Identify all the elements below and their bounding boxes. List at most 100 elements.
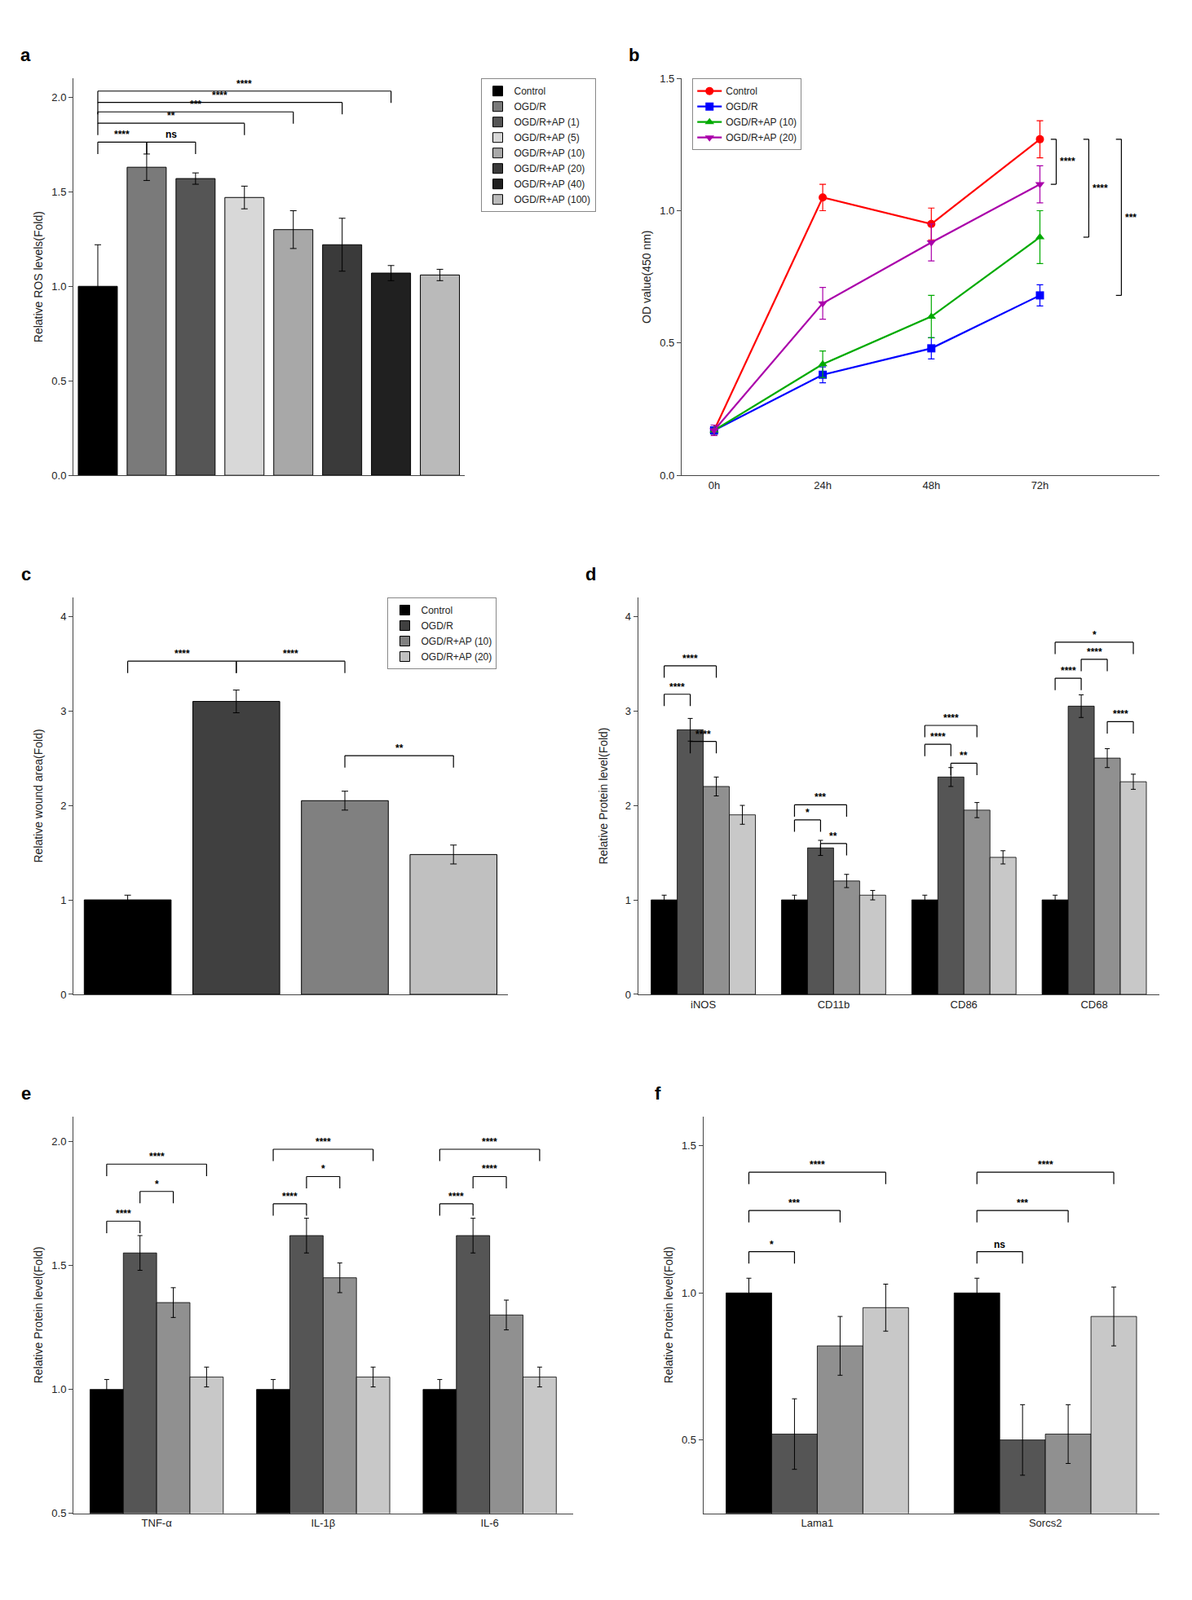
svg-text:Relative Protein level(Fold): Relative Protein level(Fold) [662, 1246, 676, 1384]
svg-text:****: **** [1112, 708, 1129, 720]
svg-text:IL-1β: IL-1β [310, 1517, 336, 1530]
svg-text:d: d [585, 564, 596, 585]
svg-text:**: ** [395, 742, 404, 755]
svg-text:1.5: 1.5 [51, 185, 67, 199]
svg-text:0.0: 0.0 [51, 469, 67, 482]
svg-text:ns: ns [993, 1239, 1006, 1251]
svg-text:****: **** [236, 78, 252, 90]
svg-text:b: b [628, 44, 640, 66]
svg-text:*: * [154, 1178, 159, 1191]
svg-text:0.5: 0.5 [659, 336, 675, 349]
svg-text:Control: Control [725, 85, 758, 98]
svg-text:****: **** [448, 1191, 464, 1203]
svg-text:0h: 0h [708, 479, 720, 492]
svg-text:Control: Control [420, 604, 453, 617]
svg-text:Relative Protein level(Fold): Relative Protein level(Fold) [31, 1246, 45, 1384]
svg-text:Lama1: Lama1 [801, 1517, 835, 1530]
svg-text:24h: 24h [813, 479, 832, 492]
svg-text:****: **** [809, 1159, 826, 1171]
svg-text:Relative ROS levels(Fold): Relative ROS levels(Fold) [31, 211, 45, 343]
svg-text:****: **** [1059, 155, 1076, 168]
svg-text:TNF-α: TNF-α [141, 1517, 173, 1530]
svg-text:****: **** [115, 1208, 132, 1220]
svg-text:****: **** [174, 648, 190, 660]
svg-text:****: **** [1086, 646, 1103, 658]
svg-text:***: *** [1125, 211, 1137, 224]
svg-text:****: **** [943, 712, 959, 725]
svg-text:****: **** [695, 728, 711, 741]
svg-text:*: * [1092, 629, 1097, 641]
svg-text:1.0: 1.0 [681, 1287, 697, 1300]
svg-text:OGD/R+AP (10): OGD/R+AP (10) [725, 116, 797, 129]
svg-text:*: * [321, 1163, 326, 1175]
svg-text:OGD/R+AP (20): OGD/R+AP (20) [725, 132, 797, 144]
svg-text:iNOS: iNOS [690, 998, 716, 1011]
svg-text:a: a [20, 44, 31, 66]
svg-text:*: * [805, 807, 810, 819]
svg-text:OGD/R: OGD/R [725, 101, 759, 113]
svg-text:3: 3 [625, 705, 632, 718]
svg-text:CD86: CD86 [950, 998, 978, 1011]
svg-text:0.5: 0.5 [681, 1434, 697, 1447]
svg-text:1.0: 1.0 [659, 204, 675, 217]
svg-text:****: **** [149, 1151, 165, 1163]
svg-text:Sorcs2: Sorcs2 [1028, 1517, 1062, 1530]
svg-text:c: c [21, 564, 31, 585]
svg-text:****: **** [930, 731, 946, 743]
svg-text:Control: Control [514, 85, 547, 98]
svg-text:***: *** [814, 791, 826, 804]
svg-text:****: **** [211, 89, 228, 102]
svg-text:0.5: 0.5 [51, 375, 67, 388]
svg-text:OGD/R+AP (20): OGD/R+AP (20) [420, 651, 492, 663]
svg-text:2: 2 [60, 799, 67, 813]
svg-text:****: **** [1037, 1159, 1054, 1171]
svg-text:****: **** [481, 1136, 498, 1148]
svg-text:***: *** [189, 98, 202, 111]
svg-text:***: *** [788, 1197, 800, 1210]
svg-text:****: **** [315, 1136, 332, 1148]
svg-text:****: **** [282, 1191, 298, 1203]
svg-text:****: **** [669, 681, 685, 694]
svg-text:Relative wound area(Fold): Relative wound area(Fold) [31, 728, 45, 863]
svg-text:****: **** [481, 1163, 498, 1175]
svg-text:1.5: 1.5 [659, 72, 675, 85]
svg-text:ns: ns [165, 128, 177, 141]
svg-text:2.0: 2.0 [51, 1135, 67, 1148]
svg-text:4: 4 [625, 610, 632, 623]
svg-text:72h: 72h [1031, 479, 1050, 492]
svg-text:OGD/R+AP (10): OGD/R+AP (10) [420, 635, 492, 648]
svg-text:0: 0 [60, 988, 67, 1002]
svg-text:f: f [654, 1083, 662, 1104]
svg-text:1: 1 [625, 894, 632, 907]
svg-text:OD value(450 nm): OD value(450 nm) [640, 229, 654, 323]
svg-text:OGD/R+AP (100): OGD/R+AP (100) [514, 194, 591, 206]
svg-text:****: **** [114, 128, 130, 141]
svg-text:****: **** [1092, 182, 1109, 195]
svg-text:*: * [769, 1239, 774, 1251]
svg-text:1.5: 1.5 [51, 1259, 67, 1272]
svg-text:OGD/R+AP (5): OGD/R+AP (5) [514, 132, 580, 144]
svg-text:OGD/R+AP (10): OGD/R+AP (10) [514, 147, 586, 159]
svg-text:1.0: 1.0 [51, 1383, 67, 1396]
svg-text:2: 2 [625, 799, 632, 813]
svg-text:1.5: 1.5 [681, 1139, 697, 1153]
svg-text:2.0: 2.0 [51, 91, 67, 104]
svg-text:OGD/R+AP (1): OGD/R+AP (1) [514, 116, 580, 129]
svg-text:CD68: CD68 [1080, 998, 1108, 1011]
svg-text:**: ** [167, 110, 176, 122]
svg-text:OGD/R+AP (40): OGD/R+AP (40) [514, 178, 586, 190]
svg-text:****: **** [282, 648, 299, 660]
svg-text:**: ** [959, 750, 968, 762]
svg-text:48h: 48h [922, 479, 941, 492]
svg-text:Relative Protein level(Fold): Relative Protein level(Fold) [596, 727, 610, 865]
svg-text:****: **** [682, 653, 698, 665]
svg-text:0: 0 [625, 988, 632, 1002]
svg-text:e: e [21, 1083, 31, 1104]
svg-text:0.5: 0.5 [51, 1507, 67, 1520]
svg-text:0.0: 0.0 [659, 469, 675, 482]
svg-text:OGD/R: OGD/R [514, 101, 548, 113]
svg-text:OGD/R+AP (20): OGD/R+AP (20) [514, 163, 586, 175]
svg-text:1.0: 1.0 [51, 280, 67, 293]
svg-text:**: ** [829, 830, 838, 843]
svg-text:****: **** [1060, 665, 1077, 677]
